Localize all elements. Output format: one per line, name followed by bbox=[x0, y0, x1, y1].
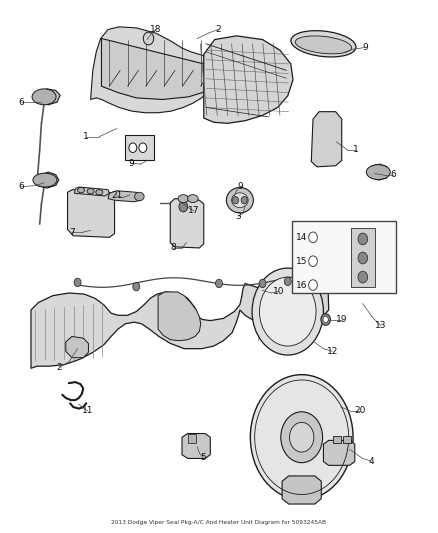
Bar bbox=[292, 221, 396, 293]
Polygon shape bbox=[67, 190, 115, 237]
Text: 1: 1 bbox=[353, 146, 359, 155]
Polygon shape bbox=[204, 36, 293, 123]
Ellipse shape bbox=[295, 36, 352, 54]
Text: 21: 21 bbox=[111, 191, 122, 200]
Text: 13: 13 bbox=[375, 321, 387, 330]
Ellipse shape bbox=[32, 89, 56, 105]
Ellipse shape bbox=[96, 190, 103, 195]
Text: 9: 9 bbox=[362, 43, 367, 52]
Polygon shape bbox=[311, 112, 342, 167]
Ellipse shape bbox=[178, 195, 188, 203]
Polygon shape bbox=[108, 191, 143, 202]
Bar bbox=[343, 436, 351, 442]
Ellipse shape bbox=[33, 173, 57, 187]
Circle shape bbox=[309, 280, 318, 290]
Circle shape bbox=[179, 201, 187, 212]
Polygon shape bbox=[282, 476, 321, 504]
Circle shape bbox=[281, 412, 322, 463]
Text: 2013 Dodge Viper Seal Pkg-A/C And Heater Unit Diagram for 5093245AB: 2013 Dodge Viper Seal Pkg-A/C And Heater… bbox=[112, 520, 326, 525]
Ellipse shape bbox=[366, 165, 390, 180]
Polygon shape bbox=[102, 38, 223, 100]
Text: 16: 16 bbox=[296, 280, 307, 289]
Text: 10: 10 bbox=[273, 287, 284, 296]
Polygon shape bbox=[91, 27, 219, 113]
Circle shape bbox=[358, 252, 367, 264]
Text: 6: 6 bbox=[18, 182, 24, 191]
Text: 19: 19 bbox=[336, 315, 347, 324]
Text: 8: 8 bbox=[170, 244, 176, 253]
Circle shape bbox=[241, 197, 247, 204]
Circle shape bbox=[133, 282, 140, 291]
Polygon shape bbox=[74, 187, 110, 196]
Bar bbox=[333, 436, 341, 442]
Text: 20: 20 bbox=[355, 406, 366, 415]
Bar bbox=[187, 434, 196, 442]
Text: 3: 3 bbox=[236, 212, 241, 221]
Ellipse shape bbox=[232, 193, 248, 208]
Text: 14: 14 bbox=[296, 233, 307, 242]
Circle shape bbox=[259, 277, 316, 346]
Circle shape bbox=[252, 268, 323, 355]
Ellipse shape bbox=[226, 188, 253, 213]
Circle shape bbox=[358, 271, 367, 283]
Text: 18: 18 bbox=[150, 25, 162, 34]
Polygon shape bbox=[34, 172, 59, 188]
Circle shape bbox=[309, 232, 318, 243]
Ellipse shape bbox=[291, 31, 356, 57]
Text: 12: 12 bbox=[326, 347, 338, 356]
Ellipse shape bbox=[134, 192, 144, 201]
Ellipse shape bbox=[78, 188, 85, 193]
Text: 6: 6 bbox=[18, 98, 24, 107]
Ellipse shape bbox=[187, 195, 198, 203]
Polygon shape bbox=[182, 433, 210, 458]
Text: 4: 4 bbox=[368, 457, 374, 466]
Bar bbox=[124, 135, 154, 160]
Circle shape bbox=[259, 279, 266, 288]
Circle shape bbox=[290, 422, 314, 452]
Circle shape bbox=[143, 32, 154, 45]
Circle shape bbox=[321, 314, 330, 325]
Polygon shape bbox=[66, 336, 88, 358]
Text: 7: 7 bbox=[70, 228, 75, 237]
Polygon shape bbox=[170, 199, 204, 248]
Circle shape bbox=[233, 197, 239, 204]
Polygon shape bbox=[323, 440, 355, 465]
Circle shape bbox=[215, 279, 223, 288]
Text: 9: 9 bbox=[128, 159, 134, 167]
Polygon shape bbox=[158, 292, 201, 341]
Text: 5: 5 bbox=[200, 453, 206, 462]
Circle shape bbox=[74, 278, 81, 287]
Text: 9: 9 bbox=[237, 182, 243, 191]
Ellipse shape bbox=[87, 189, 94, 194]
Circle shape bbox=[358, 233, 367, 245]
Text: 17: 17 bbox=[188, 206, 199, 215]
Circle shape bbox=[139, 143, 147, 152]
Circle shape bbox=[251, 375, 353, 500]
Text: 11: 11 bbox=[82, 406, 93, 415]
Text: 15: 15 bbox=[296, 257, 307, 265]
Circle shape bbox=[309, 256, 318, 266]
Circle shape bbox=[323, 317, 328, 322]
Polygon shape bbox=[31, 274, 329, 368]
Polygon shape bbox=[34, 89, 60, 105]
Bar bbox=[351, 228, 375, 287]
Polygon shape bbox=[367, 164, 390, 180]
Text: 1: 1 bbox=[83, 132, 89, 141]
Circle shape bbox=[284, 277, 291, 286]
Text: 2: 2 bbox=[57, 363, 62, 372]
Text: 6: 6 bbox=[390, 170, 396, 179]
Text: 2: 2 bbox=[215, 25, 221, 34]
Circle shape bbox=[129, 143, 137, 152]
